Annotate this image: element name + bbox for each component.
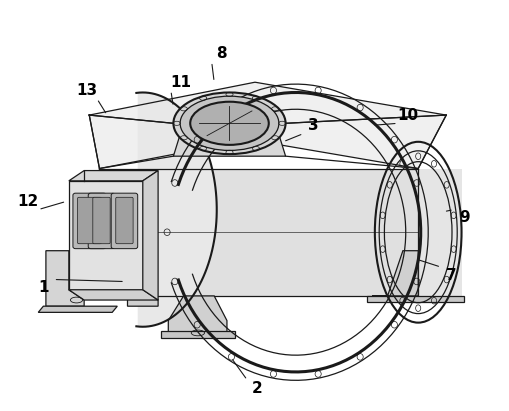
Polygon shape bbox=[372, 251, 417, 296]
Polygon shape bbox=[69, 171, 158, 181]
Polygon shape bbox=[38, 306, 117, 312]
Polygon shape bbox=[168, 296, 227, 333]
Text: 11: 11 bbox=[170, 75, 191, 90]
Text: 12: 12 bbox=[17, 194, 39, 209]
Polygon shape bbox=[69, 290, 158, 300]
Text: 10: 10 bbox=[397, 108, 418, 122]
FancyBboxPatch shape bbox=[93, 197, 110, 244]
Polygon shape bbox=[143, 171, 158, 300]
Polygon shape bbox=[366, 296, 463, 302]
Text: 3: 3 bbox=[308, 118, 318, 133]
FancyBboxPatch shape bbox=[116, 197, 133, 244]
FancyBboxPatch shape bbox=[111, 193, 137, 249]
Polygon shape bbox=[89, 82, 445, 169]
Polygon shape bbox=[46, 251, 84, 306]
Text: 8: 8 bbox=[216, 46, 227, 61]
FancyBboxPatch shape bbox=[77, 197, 101, 244]
Text: 7: 7 bbox=[445, 268, 456, 283]
Polygon shape bbox=[173, 123, 285, 156]
FancyBboxPatch shape bbox=[88, 193, 115, 249]
Polygon shape bbox=[160, 331, 234, 338]
Text: 13: 13 bbox=[76, 83, 97, 98]
Polygon shape bbox=[136, 92, 216, 327]
Ellipse shape bbox=[180, 96, 278, 150]
Polygon shape bbox=[127, 290, 158, 306]
Polygon shape bbox=[417, 169, 461, 296]
Text: 9: 9 bbox=[458, 210, 468, 225]
Ellipse shape bbox=[190, 102, 268, 145]
FancyBboxPatch shape bbox=[73, 193, 106, 249]
Polygon shape bbox=[99, 169, 417, 296]
Polygon shape bbox=[69, 181, 143, 290]
Text: 1: 1 bbox=[38, 280, 48, 295]
Text: 2: 2 bbox=[251, 381, 263, 396]
Ellipse shape bbox=[173, 92, 285, 154]
